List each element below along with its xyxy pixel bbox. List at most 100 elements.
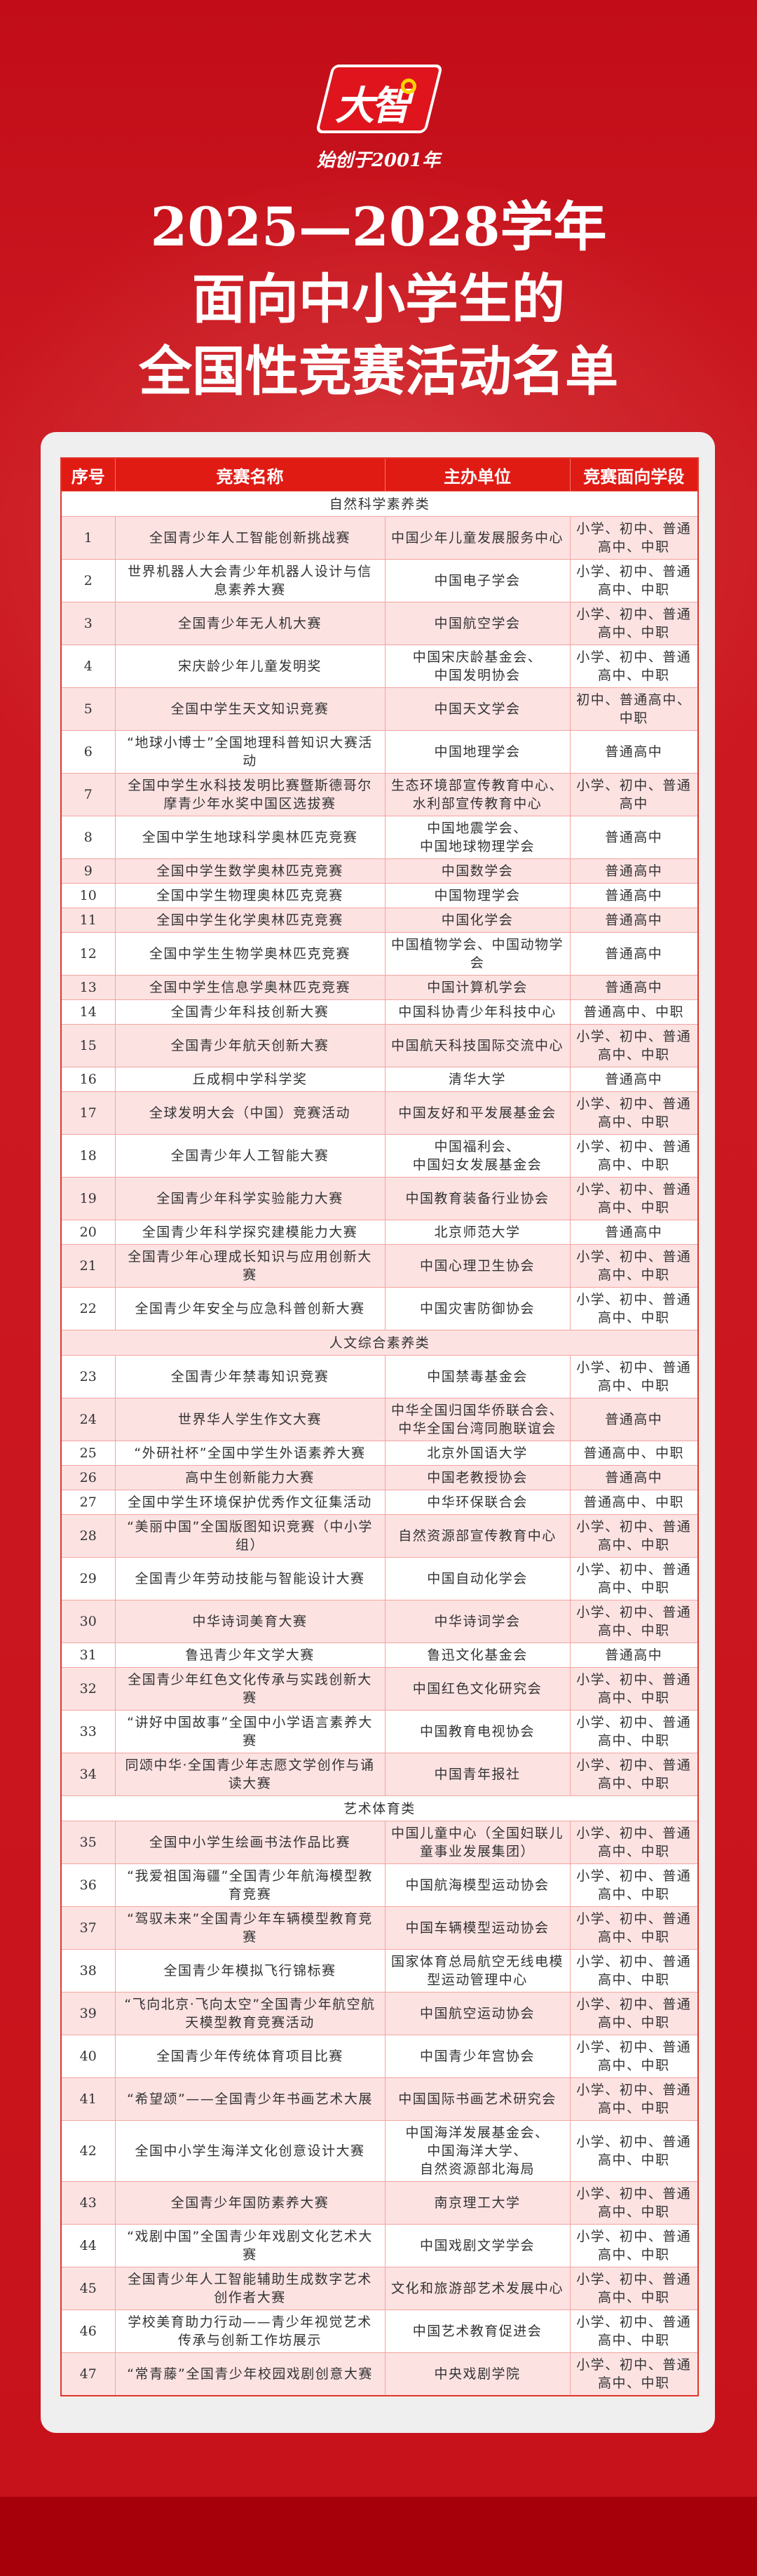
cell-organizer: 中国儿童中心（全国妇联儿童事业发展集团） (384, 1821, 571, 1864)
cell-organizer: 生态环境部宣传教育中心、水利部宣传教育中心 (384, 773, 571, 816)
section-row: 艺术体育类 (60, 1795, 699, 1821)
table-row: 9 全国中学生数学奥林匹克竞赛 中国数学会 普通高中 (60, 858, 699, 884)
cell-organizer: 中国天文学会 (384, 687, 571, 731)
cell-index: 4 (60, 645, 116, 688)
cell-grade-levels: 小学、初中、普通高中、中职 (569, 1906, 699, 1950)
logo-text: 大智 (335, 83, 411, 129)
cell-competition-name: 中华诗词美育大赛 (114, 1600, 386, 1643)
cell-index: 8 (60, 816, 116, 859)
table-row: 20 全国青少年科学探究建模能力大赛 北京师范大学 普通高中 (60, 1220, 699, 1245)
cell-competition-name: “外研社杯”全国中学生外语素养大赛 (114, 1441, 386, 1466)
cell-competition-name: 全国青少年禁毒知识竞赛 (114, 1355, 386, 1398)
cell-grade-levels: 小学、初中、普通高中、中职 (569, 1667, 699, 1711)
cell-grade-levels: 小学、初中、普通高中、中职 (569, 1134, 699, 1178)
cell-competition-name: 全国青少年人工智能创新挑战赛 (114, 516, 386, 560)
cell-index: 44 (60, 2224, 116, 2267)
cell-organizer: 中国老教授协会 (384, 1465, 571, 1490)
cell-competition-name: “地球小博士”全国地理科普知识大赛活动 (114, 730, 386, 774)
table-row: 32 全国青少年红色文化传承与实践创新大赛 中国红色文化研究会 小学、初中、普通高中、… (60, 1667, 699, 1711)
table-row: 29 全国青少年劳动技能与智能设计大赛 中国自动化学会 小学、初中、普通高中、中职 (60, 1557, 699, 1600)
table-row: 47 “常青藤”全国青少年校园戏剧创意大赛 中央戏剧学院 小学、初中、普通高中、中职 (60, 2352, 699, 2396)
cell-competition-name: 全国青少年传统体育项目比赛 (114, 2035, 386, 2078)
cell-competition-name: 鲁迅青少年文学大赛 (114, 1643, 386, 1668)
cell-index: 22 (60, 1287, 116, 1330)
cell-organizer: 中国教育装备行业协会 (384, 1177, 571, 1220)
cell-grade-levels: 小学、初中、普通高中、中职 (569, 1863, 699, 1907)
cell-competition-name: “戏剧中国”全国青少年戏剧文化艺术大赛 (114, 2224, 386, 2267)
cell-competition-name: 全国中学生水科技发明比赛暨斯德哥尔摩青少年水奖中国区选拔赛 (114, 773, 386, 816)
cell-grade-levels: 小学、初中、普通高中、中职 (569, 1753, 699, 1796)
cell-organizer: 自然资源部宣传教育中心 (384, 1514, 571, 1558)
cell-grade-levels: 普通高中、中职 (569, 1490, 699, 1515)
cell-index: 21 (60, 1244, 116, 1288)
cell-organizer: 中国禁毒基金会 (384, 1355, 571, 1398)
cell-organizer: 中国航海模型运动协会 (384, 1863, 571, 1907)
cell-grade-levels: 小学、初中、普通高中、中职 (569, 1355, 699, 1398)
cell-index: 16 (60, 1067, 116, 1092)
cell-grade-levels: 小学、初中、普通高中、中职 (569, 645, 699, 688)
cell-organizer: 北京师范大学 (384, 1220, 571, 1245)
cell-organizer: 中国地震学会、 中国地球物理学会 (384, 816, 571, 859)
cell-grade-levels: 小学、初中、普通高中、中职 (569, 516, 699, 560)
table-row: 17 全球发明大会（中国）竞赛活动 中国友好和平发展基金会 小学、初中、普通高中、中职 (60, 1091, 699, 1135)
cell-organizer: 中国宋庆龄基金会、 中国发明协会 (384, 645, 571, 688)
cell-organizer: 中国友好和平发展基金会 (384, 1091, 571, 1135)
cell-index: 30 (60, 1600, 116, 1643)
table-row: 14 全国青少年科技创新大赛 中国科协青少年科技中心 普通高中、中职 (60, 999, 699, 1025)
cell-index: 7 (60, 773, 116, 816)
cell-grade-levels: 小学、初中、普通高中、中职 (569, 1821, 699, 1864)
title-line-2: 面向中小学生的 (192, 268, 565, 330)
cell-organizer: 南京理工大学 (384, 2181, 571, 2225)
table-row: 6 “地球小博士”全国地理科普知识大赛活动 中国地理学会 普通高中 (60, 730, 699, 774)
table-row: 4 宋庆龄少年儿童发明奖 中国宋庆龄基金会、 中国发明协会 小学、初中、普通高中、中职 (60, 645, 699, 688)
cell-grade-levels: 小学、初中、普通高中、中职 (569, 2035, 699, 2078)
cell-index: 43 (60, 2181, 116, 2225)
cell-grade-levels: 小学、初中、普通高中、中职 (569, 1557, 699, 1600)
cell-grade-levels: 小学、初中、普通高中、中职 (569, 2352, 699, 2396)
cell-competition-name: 全国中学生信息学奥林匹克竞赛 (114, 975, 386, 1000)
cell-competition-name: 全国中小学生绘画书法作品比赛 (114, 1821, 386, 1864)
cell-index: 29 (60, 1557, 116, 1600)
cell-index: 26 (60, 1465, 116, 1490)
table-row: 42 全国中小学生海洋文化创意设计大赛 中国海洋发展基金会、 中国海洋大学、 自然资… (60, 2120, 699, 2182)
cell-organizer: 中国福利会、 中国妇女发展基金会 (384, 1134, 571, 1178)
cell-grade-levels: 小学、初中、普通高中、中职 (569, 2224, 699, 2267)
section-row: 人文综合素养类 (60, 1330, 699, 1356)
cell-index: 5 (60, 687, 116, 731)
cell-organizer: 中央戏剧学院 (384, 2352, 571, 2396)
cell-grade-levels: 普通高中 (569, 1220, 699, 1245)
cell-competition-name: “常青藤”全国青少年校园戏剧创意大赛 (114, 2352, 386, 2396)
cell-grade-levels: 普通高中 (569, 730, 699, 774)
cell-grade-levels: 小学、初中、普通高中、中职 (569, 2267, 699, 2310)
section-row: 自然科学素养类 (60, 491, 699, 517)
cell-organizer: 中国航空学会 (384, 602, 571, 645)
table-row: 22 全国青少年安全与应急科普创新大赛 中国灾害防御协会 小学、初中、普通高中、中职 (60, 1287, 699, 1330)
cell-grade-levels: 普通高中 (569, 1465, 699, 1490)
cell-organizer: 中国教育电视协会 (384, 1710, 571, 1753)
cell-index: 19 (60, 1177, 116, 1220)
cell-grade-levels: 普通高中 (569, 975, 699, 1000)
cell-index: 10 (60, 883, 116, 908)
cell-organizer: 鲁迅文化基金会 (384, 1643, 571, 1668)
cell-competition-name: “驾驭未来”全国青少年车辆模型教育竞赛 (114, 1906, 386, 1950)
page-title: 2025—2028学年 面向中小学生的 全国性竞赛活动名单 (0, 191, 757, 407)
table-row: 7 全国中学生水科技发明比赛暨斯德哥尔摩青少年水奖中国区选拔赛 生态环境部宣传教育中… (60, 773, 699, 816)
cell-index: 41 (60, 2077, 116, 2121)
cell-grade-levels: 小学、初中、普通高中、中职 (569, 1177, 699, 1220)
cell-grade-levels: 小学、初中、普通高中、中职 (569, 1992, 699, 2035)
cell-competition-name: 全国青少年科学实验能力大赛 (114, 1177, 386, 1220)
cell-organizer: 中国植物学会、中国动物学会 (384, 932, 571, 976)
cell-grade-levels: 普通高中 (569, 1643, 699, 1668)
cell-index: 18 (60, 1134, 116, 1178)
cell-competition-name: 全国中学生天文知识竞赛 (114, 687, 386, 731)
cell-organizer: 中国青年报社 (384, 1753, 571, 1796)
cell-organizer: 中国科协青少年科技中心 (384, 999, 571, 1025)
cell-index: 12 (60, 932, 116, 976)
cell-competition-name: 全国中学生环境保护优秀作文征集活动 (114, 1490, 386, 1515)
cell-organizer: 中国航空运动协会 (384, 1992, 571, 2035)
cell-index: 28 (60, 1514, 116, 1558)
cell-grade-levels: 小学、初中、普通高中、中职 (569, 1514, 699, 1558)
cell-competition-name: 全国青少年科学探究建模能力大赛 (114, 1220, 386, 1245)
cell-index: 36 (60, 1863, 116, 1907)
table-row: 44 “戏剧中国”全国青少年戏剧文化艺术大赛 中国戏剧文学学会 小学、初中、普通高中、… (60, 2224, 699, 2267)
